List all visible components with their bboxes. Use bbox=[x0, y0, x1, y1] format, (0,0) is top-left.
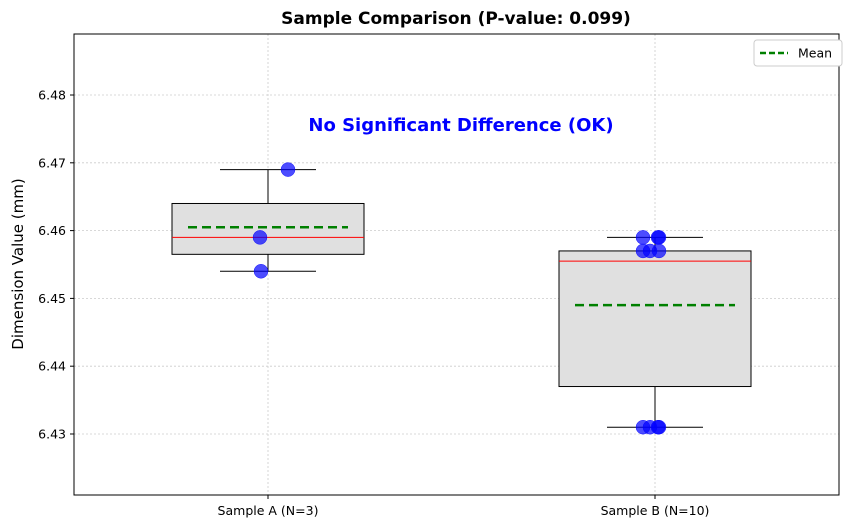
data-point bbox=[253, 264, 269, 279]
chart-title: Sample Comparison (P-value: 0.099) bbox=[281, 9, 631, 29]
data-point bbox=[252, 230, 268, 245]
data-point bbox=[651, 230, 667, 245]
y-tick-label: 6.45 bbox=[38, 291, 66, 306]
y-tick-label: 6.43 bbox=[38, 426, 66, 441]
data-point bbox=[280, 162, 296, 177]
x-tick-label: Sample A (N=3) bbox=[218, 503, 319, 518]
y-tick-label: 6.44 bbox=[38, 359, 66, 374]
box-body bbox=[558, 250, 752, 388]
y-tick-label: 6.48 bbox=[38, 88, 66, 103]
box-body bbox=[171, 202, 365, 255]
point-layer bbox=[252, 162, 667, 435]
y-axis-label: Dimension Value (mm) bbox=[9, 178, 27, 349]
data-point bbox=[635, 230, 651, 245]
box-layer bbox=[171, 169, 752, 428]
y-tick-label: 6.46 bbox=[38, 223, 66, 238]
x-tick-label: Sample B (N=10) bbox=[601, 503, 710, 518]
axis-layer: 6.43 6.44 6.45 6.46 6.47 6.48 Sample A (N=3) Sa… bbox=[38, 88, 709, 518]
legend: Mean bbox=[753, 39, 843, 67]
plot-area-frame bbox=[73, 33, 840, 496]
data-point bbox=[642, 243, 658, 259]
legend-frame bbox=[753, 39, 843, 67]
y-tick-label: 6.47 bbox=[38, 155, 66, 170]
significance-annotation: No Significant Difference (OK) bbox=[308, 115, 613, 136]
legend-mean-label: Mean bbox=[798, 46, 832, 61]
data-point bbox=[650, 419, 666, 435]
